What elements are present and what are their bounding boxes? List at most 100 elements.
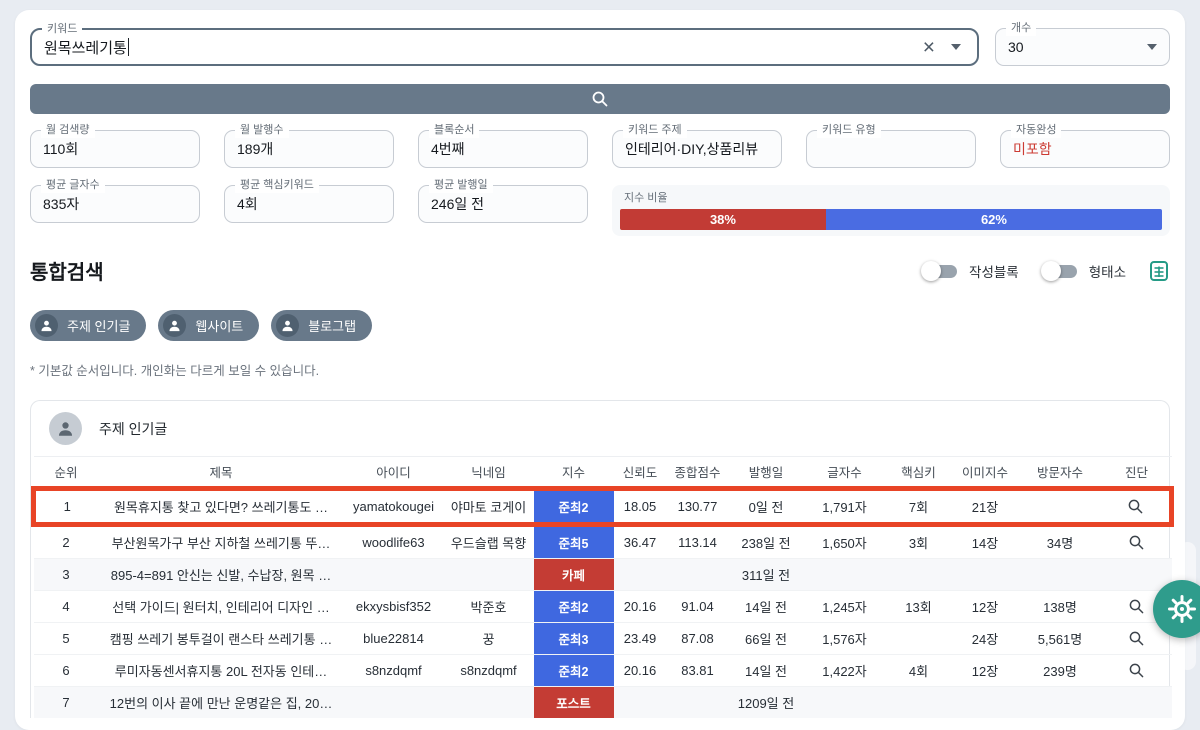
cell-trust: 18.05: [613, 486, 667, 527]
cell-trust: 23.49: [613, 622, 667, 655]
magnifier-icon[interactable]: [1128, 630, 1145, 647]
cell-keys: 4회: [885, 654, 952, 687]
gear-icon: [1168, 595, 1196, 623]
default-order-note: * 기본값 순서입니다. 개인화는 다르게 보일 수 있습니다.: [30, 364, 320, 378]
keyword-input[interactable]: 키워드 원목쓰레기통 ×: [30, 22, 979, 66]
toggle-switch[interactable]: [1040, 260, 1079, 281]
cell-id: [343, 686, 444, 718]
cell-id: [343, 558, 444, 591]
index-badge: 포스트: [533, 687, 614, 718]
stat-label: 평균 발행일: [429, 178, 493, 193]
cell-published: 14일 전: [728, 654, 804, 687]
toggle-switch[interactable]: [921, 260, 959, 281]
count-select-value: 30: [1008, 39, 1024, 55]
cell-nickname: 꿍: [443, 622, 534, 655]
index-badge: 준최2: [533, 493, 614, 520]
magnifier-icon[interactable]: [1128, 598, 1145, 615]
magnifier-icon[interactable]: [1128, 662, 1145, 679]
cell-rank: 4: [33, 590, 99, 623]
cell-images: [951, 686, 1019, 718]
stat-monthly-posts: 월 발행수 189개: [224, 123, 394, 168]
toggle-label: 작성블록: [969, 264, 1019, 280]
cell-score: 87.08: [666, 622, 729, 655]
magnifier-icon[interactable]: [1127, 498, 1144, 515]
person-icon: [35, 314, 58, 337]
cell-published: 0일 전: [728, 486, 804, 527]
results-table: 순위 제목 아이디 닉네임 지수 신뢰도 종합점수 발행일 글자수 핵심키 이미…: [31, 456, 1174, 718]
col-chars: 글자수: [803, 456, 886, 489]
stat-label: 자동완성: [1011, 123, 1062, 138]
search-button[interactable]: [30, 84, 1170, 114]
cell-visitors: 5,561명: [1018, 622, 1102, 655]
table-row[interactable]: 6 루미자동센서휴지통 20L 전자동 인테… s8nzdqmf s8nzdqm…: [33, 654, 1172, 687]
tab-label: 웹사이트: [195, 319, 244, 334]
toggle-morpheme[interactable]: 형태소: [1040, 260, 1126, 281]
section-header: 통합검색 작성블록 형태소: [30, 256, 1170, 285]
chevron-down-icon[interactable]: [951, 44, 961, 50]
stat-value: 미포함: [1013, 141, 1052, 157]
toggle-write-block[interactable]: 작성블록: [921, 260, 1019, 281]
count-select[interactable]: 개수 30: [995, 21, 1170, 66]
cell-images: 12장: [951, 654, 1019, 687]
table-row-highlighted[interactable]: 1 원목휴지통 찾고 있다면? 쓰레기통도 … yamatokougei 야마토…: [31, 486, 1174, 527]
stat-monthly-searches: 월 검색량 110회: [30, 123, 200, 168]
table-row[interactable]: 4 선택 가이드| 원터치, 인테리어 디자인 … ekxysbisf352 박…: [33, 590, 1172, 623]
index-ratio-bar: 38% 62%: [620, 209, 1162, 230]
cell-nickname: s8nzdqmf: [443, 654, 534, 687]
cell-visitors: 34명: [1018, 524, 1102, 559]
stat-label: 블록순서: [429, 123, 480, 138]
table-row[interactable]: 5 캠핑 쓰레기 봉투걸이 랜스타 쓰레기통 … blue22814 꿍 준최3…: [33, 622, 1172, 655]
person-icon: [163, 314, 187, 337]
settings-fab-button[interactable]: [1153, 580, 1200, 638]
index-badge: 준최2: [533, 591, 614, 622]
index-badge: 카페: [533, 559, 614, 590]
stat-block-order: 블록순서 4번째: [418, 123, 588, 168]
col-index: 지수: [533, 456, 614, 489]
cell-rank: 6: [33, 654, 99, 687]
cell-score: [666, 686, 729, 718]
avatar-icon: [49, 412, 82, 445]
count-select-label: 개수: [1006, 21, 1037, 36]
cell-id: yamatokougei: [343, 486, 444, 527]
cell-title: 895-4=891 안신는 신발, 수납장, 원목 …: [98, 558, 344, 591]
cell-rank: 2: [33, 524, 99, 559]
stat-value: 인테리어·DIY,상품리뷰: [625, 141, 759, 157]
magnifier-icon[interactable]: [1128, 534, 1145, 551]
cell-visitors: 138명: [1018, 590, 1102, 623]
person-icon: [276, 314, 300, 337]
index-badge: 준최2: [533, 655, 614, 686]
ratio-segment-blue: 62%: [825, 209, 1162, 230]
table-row[interactable]: 3 895-4=891 안신는 신발, 수납장, 원목 … 카페 311일 전: [33, 558, 1172, 591]
clear-icon[interactable]: ×: [922, 35, 935, 59]
results-card-title: 주제 인기글: [99, 420, 168, 437]
table-row[interactable]: 2 부산원목가구 부산 지하철 쓰레기통 뚜… woodlife63 우드슬랩 …: [33, 524, 1172, 559]
cell-keys: [885, 558, 952, 591]
tab-websites[interactable]: 웹사이트: [158, 310, 260, 341]
cell-visitors: [1018, 486, 1102, 527]
stat-value: 110회: [43, 141, 79, 157]
stats-grid: 월 검색량 110회 월 발행수 189개 블록순서 4번째 키워드 주제 인테…: [30, 123, 1170, 236]
col-score: 종합점수: [666, 456, 729, 489]
cell-nickname: 박준호: [443, 590, 534, 623]
cell-trust: 36.47: [613, 524, 667, 559]
col-published: 발행일: [728, 456, 804, 489]
spreadsheet-icon[interactable]: [1148, 260, 1170, 282]
cell-published: 14일 전: [728, 590, 804, 623]
stat-keyword-topic: 키워드 주제 인테리어·DIY,상품리뷰: [612, 123, 782, 168]
stat-value: 4회: [237, 196, 258, 212]
cell-title: 캠핑 쓰레기 봉투걸이 랜스타 쓰레기통 …: [98, 622, 344, 655]
tab-label: 주제 인기글: [67, 319, 131, 334]
toggle-label: 형태소: [1088, 264, 1126, 280]
cell-title: 부산원목가구 부산 지하철 쓰레기통 뚜…: [98, 524, 344, 559]
cell-nickname: 야마토 코게이: [443, 486, 534, 527]
col-trust: 신뢰도: [613, 456, 667, 489]
col-visitors: 방문자수: [1018, 456, 1102, 489]
tab-topic-popular-posts[interactable]: 주제 인기글: [30, 310, 147, 341]
tab-blog-tab[interactable]: 블로그탭: [271, 310, 373, 341]
cell-score: [666, 558, 729, 591]
cell-nickname: [443, 558, 534, 591]
cell-visitors: [1018, 558, 1102, 591]
cell-rank: 1: [31, 486, 99, 527]
table-row[interactable]: 7 12번의 이사 끝에 만난 운명같은 집, 20… 포스트 1209일 전: [33, 686, 1172, 718]
cell-keys: 7회: [885, 486, 952, 527]
